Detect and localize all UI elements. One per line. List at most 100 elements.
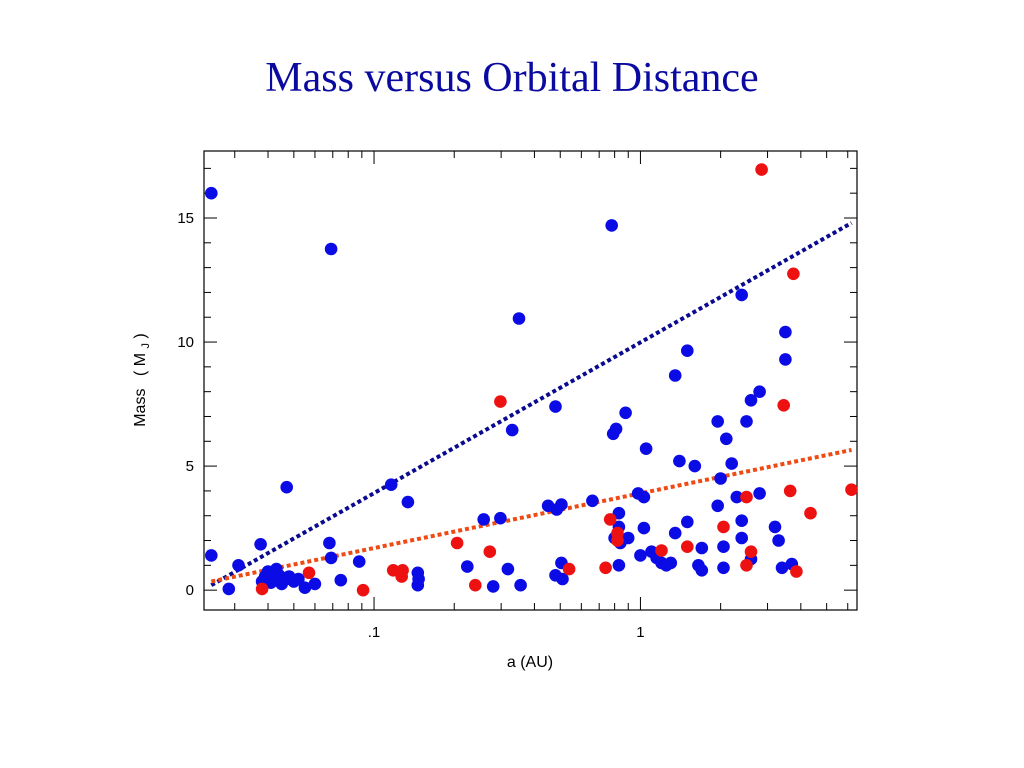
data-point xyxy=(779,325,792,339)
data-point xyxy=(744,545,758,558)
trend-line xyxy=(210,221,853,587)
data-point xyxy=(772,534,785,547)
data-point xyxy=(735,531,748,545)
data-point xyxy=(668,526,682,540)
data-point xyxy=(725,457,738,470)
data-point xyxy=(255,582,269,596)
data-point xyxy=(483,545,497,558)
data-point xyxy=(720,432,733,446)
data-point xyxy=(634,549,647,562)
data-point xyxy=(740,559,753,572)
data-point xyxy=(549,400,562,413)
data-point xyxy=(711,415,724,428)
data-point xyxy=(396,564,409,577)
data-point xyxy=(609,422,623,436)
trend-line xyxy=(210,448,852,584)
data-point xyxy=(681,515,694,529)
data-point xyxy=(717,561,730,575)
data-point xyxy=(740,490,753,504)
data-point xyxy=(612,506,626,520)
trend-lines xyxy=(210,221,853,587)
minor-ticks xyxy=(204,151,857,610)
data-point xyxy=(787,267,800,281)
data-point xyxy=(714,472,727,485)
data-point xyxy=(556,572,569,586)
data-point xyxy=(254,538,267,551)
data-point xyxy=(205,549,218,562)
data-point xyxy=(711,499,724,513)
y-axis-title-word: Mass xyxy=(132,389,149,427)
data-point xyxy=(637,490,651,504)
y-axis-title-open-paren: ( xyxy=(132,370,149,376)
data-point xyxy=(512,312,526,325)
data-point xyxy=(621,531,635,545)
y-tick-label: 5 xyxy=(186,458,194,475)
data-point xyxy=(401,495,415,509)
data-points xyxy=(205,163,858,597)
data-point xyxy=(753,487,766,500)
data-point xyxy=(717,540,730,553)
data-point xyxy=(695,541,709,555)
data-point xyxy=(461,560,474,573)
data-point xyxy=(735,514,748,527)
data-point xyxy=(586,494,599,508)
data-point xyxy=(356,583,370,597)
data-point xyxy=(688,459,702,473)
data-point xyxy=(280,480,294,494)
data-point xyxy=(505,423,519,437)
data-point xyxy=(323,536,336,550)
data-point xyxy=(494,395,507,408)
data-point xyxy=(744,394,758,407)
y-axis-title: Mass ( M J ) xyxy=(132,333,153,427)
data-point xyxy=(611,534,624,547)
y-tick-label: 0 xyxy=(186,582,194,599)
data-point xyxy=(753,385,766,399)
data-point xyxy=(717,520,730,534)
data-point xyxy=(603,513,617,526)
y-axis-title-unit: M xyxy=(132,353,149,366)
data-point xyxy=(308,577,322,591)
data-point xyxy=(639,442,653,456)
data-point xyxy=(673,454,686,468)
data-point xyxy=(664,556,678,570)
data-point xyxy=(655,544,668,557)
data-point xyxy=(501,562,515,576)
data-point xyxy=(775,561,789,575)
x-tick-label: 1 xyxy=(636,624,644,641)
data-point xyxy=(783,484,797,498)
y-tick-label: 15 xyxy=(177,210,194,227)
data-point xyxy=(486,580,500,593)
data-point xyxy=(302,566,316,580)
data-point xyxy=(298,581,312,594)
data-point xyxy=(681,540,694,553)
data-point xyxy=(768,520,782,534)
data-point xyxy=(555,498,568,511)
y-axis-title-unit-sub: J xyxy=(140,343,152,349)
data-point xyxy=(222,582,236,596)
data-point xyxy=(619,406,632,420)
data-point xyxy=(779,353,792,366)
data-point xyxy=(412,572,425,586)
data-point xyxy=(637,521,651,535)
data-point xyxy=(205,186,218,200)
data-point xyxy=(562,562,576,576)
data-point xyxy=(352,555,366,568)
data-point xyxy=(324,551,338,565)
data-point xyxy=(804,506,817,520)
data-point xyxy=(740,415,753,428)
data-point xyxy=(599,561,612,575)
data-point xyxy=(450,536,464,550)
data-point xyxy=(790,565,803,578)
data-point xyxy=(477,513,491,526)
data-point xyxy=(668,369,682,382)
data-point xyxy=(735,288,748,302)
data-point xyxy=(845,483,858,497)
x-axis-title: a (AU) xyxy=(507,654,553,671)
data-point xyxy=(755,163,768,176)
data-point xyxy=(681,344,694,358)
x-tick-label: .1 xyxy=(368,624,381,641)
data-point xyxy=(232,559,245,572)
plot-frame xyxy=(203,150,858,611)
